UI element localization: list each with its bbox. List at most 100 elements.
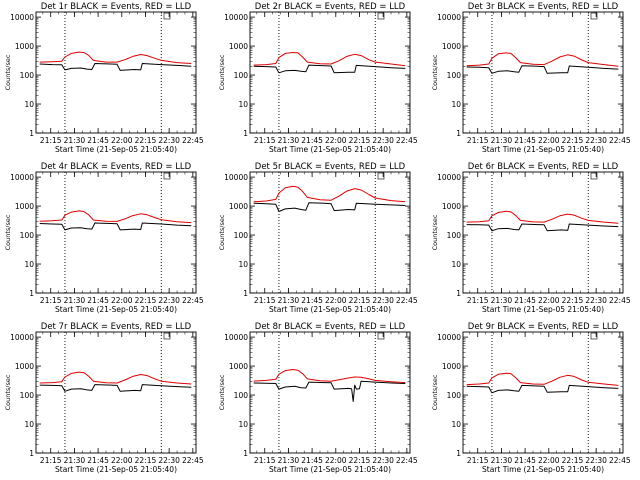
x-tick-label: 22:00 [325,136,347,145]
series-line-events [253,64,406,74]
y-axis-label: Counts/sec [218,214,226,250]
x-tick-label: 22:15 [562,136,584,145]
x-tick-label: 21:45 [87,296,109,305]
x-tick-label: 21:30 [278,296,300,305]
y-axis-label: Counts/sec [431,214,439,250]
x-tick-label: 21:15 [254,296,276,305]
y-tick-label: 10 [24,100,34,109]
x-tick-label: 22:30 [585,136,607,145]
x-tick-label: 21:45 [301,296,323,305]
series-line-lld [39,371,192,385]
plot-frame [35,331,197,454]
y-tick-label: 1 [456,129,461,138]
y-tick-label: 10000 [10,333,34,342]
detector-panel: Det 9r BLACK = Events, RED = LLD 1 10 100 10… [431,322,631,474]
x-tick-label: 21:45 [301,136,323,145]
x-tick-label: 22:00 [111,296,133,305]
x-tick-label: 21:15 [467,456,489,465]
x-tick-label: 22:45 [396,136,418,145]
panel-title: Det 2r BLACK = Events, RED = LLD [255,2,406,12]
x-tick-label: 22:45 [609,456,631,465]
x-tick-label: 22:00 [111,456,133,465]
x-tick-label: 22:30 [158,136,180,145]
y-tick-label: 1 [243,129,248,138]
series-line-events [466,223,619,232]
x-axis-label: Start Time (21-Sep-05 21:05:40) [482,465,604,474]
y-tick-label: 100 [234,231,249,240]
y-tick-label: 1000 [229,202,248,211]
y-tick-label: 1000 [442,362,461,371]
y-tick-label: 1000 [442,202,461,211]
y-axis-label: Counts/sec [4,374,12,410]
x-tick-label: 21:30 [491,296,513,305]
x-tick-label: 22:45 [609,136,631,145]
x-tick-label: 22:30 [158,456,180,465]
x-tick-label: 21:15 [254,456,276,465]
panel-title: Det 5r BLACK = Events, RED = LLD [255,162,406,172]
x-axis-label: Start Time (21-Sep-05 21:05:40) [269,465,391,474]
x-tick-label: 22:15 [562,296,584,305]
plot-frame [249,331,411,454]
x-tick-label: 22:30 [372,136,394,145]
marker-box [163,332,171,340]
y-tick-label: 1000 [229,42,248,51]
y-tick-label: 1 [29,129,34,138]
x-tick-label: 22:30 [372,456,394,465]
y-tick-label: 10 [24,420,34,429]
panel-title: Det 8r BLACK = Events, RED = LLD [255,322,406,332]
series-line-events [253,202,406,212]
y-tick-label: 1 [29,449,34,458]
y-tick-label: 1 [243,289,248,298]
plot-frame [249,11,411,134]
panel-title: Det 4r BLACK = Events, RED = LLD [41,162,192,172]
x-tick-label: 22:15 [349,296,371,305]
y-tick-label: 10000 [224,13,248,22]
detector-panel: Det 5r BLACK = Events, RED = LLD 1 10 100 10… [218,162,418,314]
y-tick-label: 100 [447,231,462,240]
series-line-events [466,384,619,394]
y-tick-label: 10 [238,260,248,269]
x-axis-label: Start Time (21-Sep-05 21:05:40) [55,305,177,314]
x-tick-label: 22:00 [325,456,347,465]
marker-box [590,172,598,180]
marker-box [590,332,598,340]
x-tick-label: 21:45 [87,136,109,145]
y-tick-label: 100 [234,71,249,80]
series-line-lld [466,210,619,224]
plot-frame [35,11,197,134]
x-tick-label: 22:30 [372,296,394,305]
y-tick-label: 10000 [437,173,461,182]
detector-panel: Det 8r BLACK = Events, RED = LLD 1 10 100 10… [218,322,418,474]
series-line-events [253,380,406,402]
marker-box [163,12,171,20]
detector-panel: Det 7r BLACK = Events, RED = LLD 1 10 100 10… [4,322,204,474]
x-tick-label: 21:15 [254,136,276,145]
y-tick-label: 10 [24,260,34,269]
x-tick-label: 22:15 [135,456,157,465]
plot-frame [462,171,624,294]
x-tick-label: 21:15 [40,136,62,145]
x-axis-label: Start Time (21-Sep-05 21:05:40) [482,145,604,154]
series-line-events [466,65,619,74]
y-axis-label: Counts/sec [218,54,226,90]
y-tick-label: 10000 [224,333,248,342]
x-tick-label: 22:45 [609,296,631,305]
y-tick-label: 100 [447,71,462,80]
y-tick-label: 1000 [229,362,248,371]
x-tick-label: 22:45 [182,296,204,305]
panel-title: Det 6r BLACK = Events, RED = LLD [468,162,619,172]
x-tick-label: 22:00 [538,136,560,145]
y-tick-label: 100 [20,71,35,80]
x-tick-label: 21:15 [40,456,62,465]
x-tick-label: 22:15 [349,136,371,145]
x-tick-label: 22:30 [158,296,180,305]
marker-box [377,332,385,340]
detector-panel: Det 6r BLACK = Events, RED = LLD 1 10 100 10… [431,162,631,314]
x-axis-label: Start Time (21-Sep-05 21:05:40) [269,145,391,154]
y-tick-label: 10000 [10,13,34,22]
plot-frame [35,171,197,294]
x-axis-label: Start Time (21-Sep-05 21:05:40) [55,145,177,154]
plot-frame [462,331,624,454]
y-tick-label: 1 [456,449,461,458]
